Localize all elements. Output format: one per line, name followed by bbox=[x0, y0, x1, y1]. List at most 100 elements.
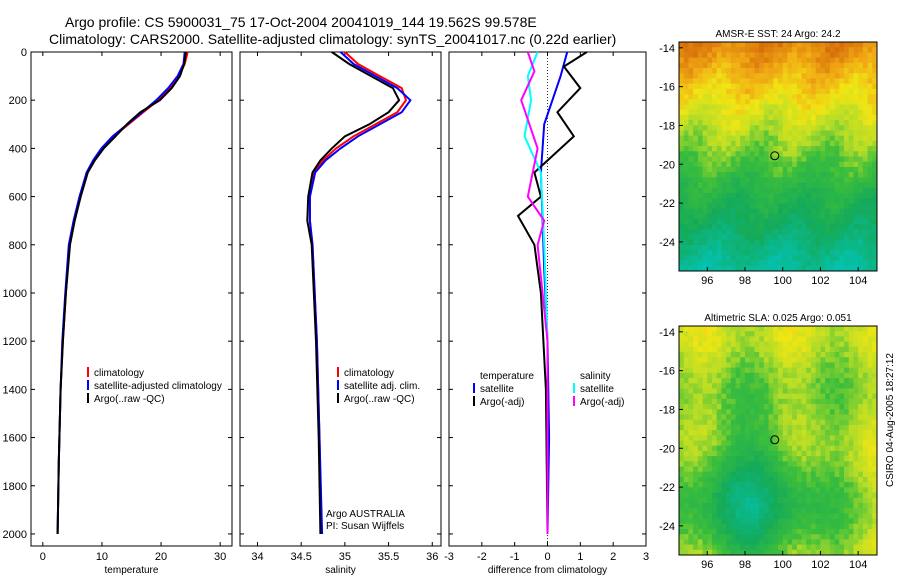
map-cell bbox=[707, 414, 713, 421]
map-cell bbox=[693, 78, 699, 85]
map-cell bbox=[740, 52, 746, 59]
map-cell bbox=[848, 260, 854, 267]
map-cell bbox=[834, 224, 840, 230]
map-cell bbox=[862, 513, 868, 519]
map-cell bbox=[683, 367, 689, 374]
map-cell bbox=[782, 192, 788, 199]
map-cell bbox=[806, 125, 812, 131]
map-cell bbox=[716, 88, 722, 95]
map-cell bbox=[782, 244, 788, 251]
map-cell bbox=[707, 388, 713, 395]
map-cell bbox=[782, 239, 788, 246]
map-cell bbox=[792, 544, 798, 551]
map-cell bbox=[787, 198, 793, 204]
map-cell bbox=[679, 336, 685, 343]
map-cell bbox=[839, 182, 845, 189]
map-cell bbox=[806, 229, 812, 235]
map-cell bbox=[782, 255, 788, 261]
map-cell bbox=[763, 404, 769, 410]
map-cell bbox=[754, 52, 760, 59]
map-cell bbox=[693, 331, 699, 337]
map-cell bbox=[773, 120, 779, 126]
map-cell bbox=[787, 326, 793, 332]
map-cell bbox=[796, 94, 802, 100]
map-cell bbox=[811, 487, 817, 493]
map-cell bbox=[707, 57, 713, 64]
map-cell bbox=[683, 177, 689, 183]
map-cell bbox=[773, 482, 779, 488]
map-cell bbox=[811, 357, 817, 363]
map-cell bbox=[735, 518, 741, 525]
map-cell bbox=[735, 255, 741, 261]
map-cell bbox=[834, 388, 840, 395]
map-cell bbox=[726, 244, 732, 251]
map-cell bbox=[763, 476, 769, 483]
map-cell bbox=[693, 109, 699, 116]
map-cell bbox=[829, 52, 835, 59]
map-cell bbox=[829, 68, 835, 74]
map-cell bbox=[834, 492, 840, 499]
map-cell bbox=[796, 192, 802, 199]
map-cell bbox=[712, 419, 718, 426]
map-cell bbox=[697, 156, 703, 163]
map-cell bbox=[834, 250, 840, 256]
map-cell bbox=[749, 135, 755, 142]
map-cell bbox=[806, 331, 812, 337]
map-cell bbox=[801, 456, 807, 462]
map-cell bbox=[867, 172, 873, 178]
map-cell bbox=[679, 166, 685, 173]
map-cell bbox=[726, 47, 732, 53]
map-cell bbox=[858, 104, 864, 111]
legend-label: salinity bbox=[580, 371, 611, 382]
map-cell bbox=[853, 57, 859, 64]
map-cell bbox=[735, 435, 741, 441]
map-cell bbox=[716, 172, 722, 178]
map-cell bbox=[806, 130, 812, 137]
map-cell bbox=[749, 404, 755, 410]
map-cell bbox=[688, 161, 694, 168]
map-cell bbox=[679, 244, 685, 251]
map-cell bbox=[716, 414, 722, 421]
map-cell bbox=[778, 367, 784, 374]
map-cell bbox=[858, 244, 864, 251]
y-tick-label: 1800 bbox=[3, 481, 27, 493]
map-cell bbox=[773, 534, 779, 540]
map-cell bbox=[820, 244, 826, 251]
map-cell bbox=[702, 73, 708, 79]
map-cell bbox=[844, 450, 850, 457]
map-cell bbox=[740, 445, 746, 452]
map-cell bbox=[796, 265, 802, 272]
map-cell bbox=[726, 255, 732, 261]
map-cell bbox=[872, 151, 878, 157]
map-cell bbox=[702, 198, 708, 204]
map-cell bbox=[679, 52, 685, 59]
map-cell bbox=[815, 445, 821, 452]
map-cell bbox=[782, 476, 788, 483]
map-cell bbox=[862, 156, 868, 163]
map-cell bbox=[730, 109, 736, 116]
map-cell bbox=[697, 130, 703, 137]
map-cell bbox=[683, 341, 689, 348]
map-cell bbox=[679, 73, 685, 79]
map-cell bbox=[853, 445, 859, 452]
map-cell bbox=[858, 409, 864, 415]
map-cell bbox=[707, 508, 713, 514]
map-cell bbox=[707, 104, 713, 111]
map-cell bbox=[683, 182, 689, 189]
map-cell bbox=[792, 357, 798, 363]
map-cell bbox=[726, 544, 732, 551]
map-cell bbox=[745, 73, 751, 79]
map-cell bbox=[858, 341, 864, 348]
map-cell bbox=[801, 57, 807, 64]
map-cell bbox=[867, 94, 873, 100]
map-cell bbox=[679, 120, 685, 126]
map-cell bbox=[815, 255, 821, 261]
map-cell bbox=[815, 450, 821, 457]
map-cell bbox=[730, 146, 736, 152]
map-cell bbox=[683, 461, 689, 467]
map-cell bbox=[801, 523, 807, 530]
map-cell bbox=[716, 352, 722, 358]
map-cell bbox=[792, 229, 798, 235]
map-cell bbox=[829, 523, 835, 530]
map-cell bbox=[768, 513, 774, 519]
